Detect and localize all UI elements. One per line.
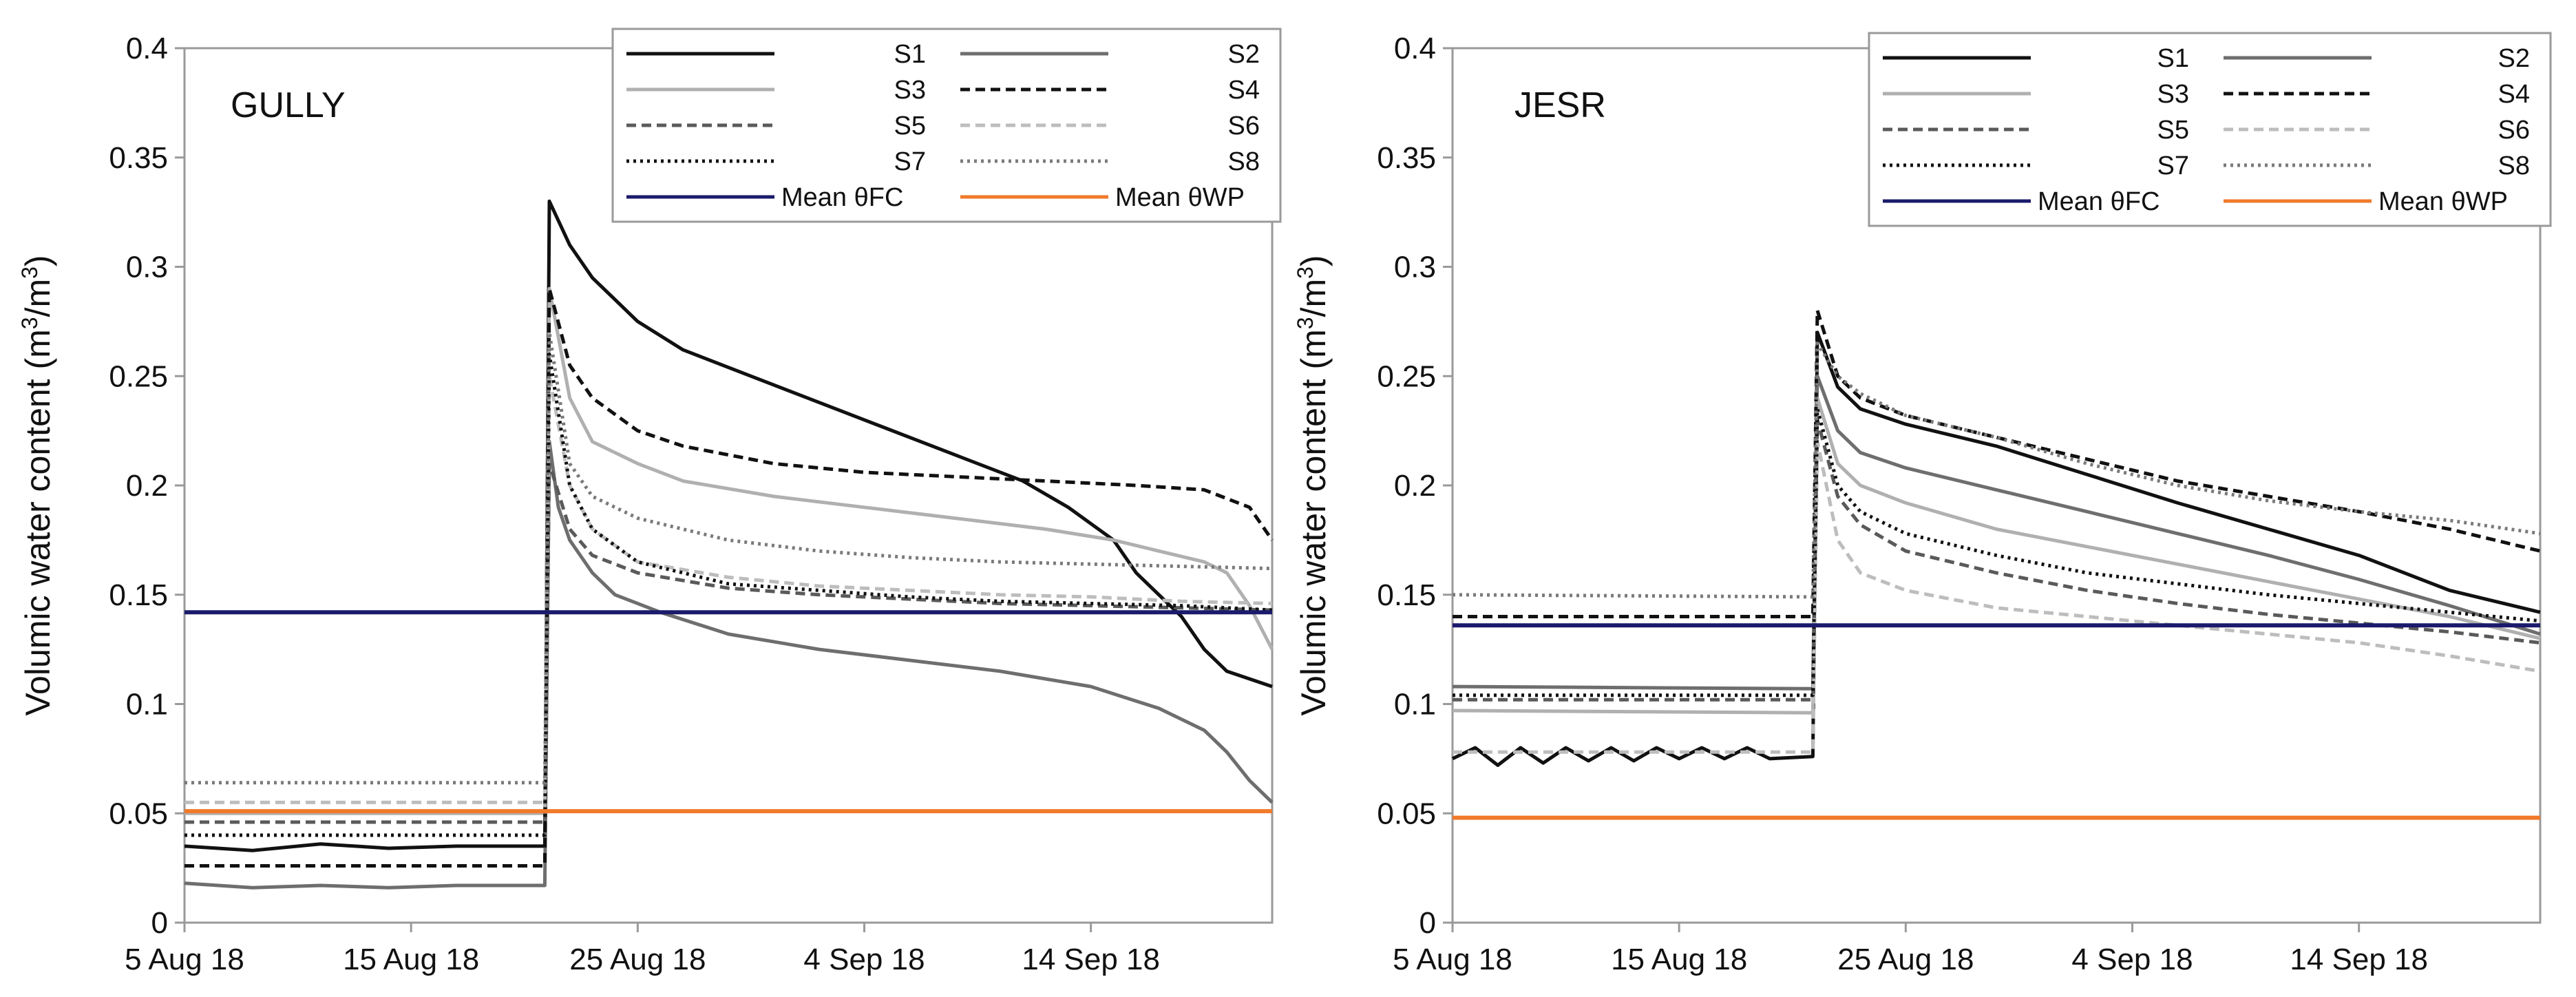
series-line-s1 <box>184 199 1273 852</box>
y-axis-label: Volumic water content (m3/m3) <box>17 255 57 715</box>
legend-label: Mean θFC <box>781 183 903 212</box>
y-tick-label: 0.1 <box>1394 688 1436 722</box>
series-line-s1 <box>1451 330 2541 767</box>
y-tick-label: 0.4 <box>126 32 168 65</box>
y-tick-label: 0.35 <box>1377 141 1436 175</box>
x-tick-label: 5 Aug 18 <box>1393 943 1512 976</box>
legend-label: S3 <box>894 76 926 105</box>
legend-label: S8 <box>1228 147 1260 176</box>
legend-label: S3 <box>2157 80 2189 109</box>
y-tick-label: 0.15 <box>1377 578 1436 612</box>
y-tick-label: 0.25 <box>1377 359 1436 393</box>
x-tick-label: 5 Aug 18 <box>125 943 244 976</box>
legend-label: S4 <box>1228 76 1260 105</box>
x-tick-label: 25 Aug 18 <box>569 943 706 976</box>
legend-label: S5 <box>2157 116 2189 145</box>
x-tick-label: 15 Aug 18 <box>343 943 479 976</box>
legend-label: S6 <box>1228 112 1260 140</box>
y-tick-label: 0.35 <box>109 141 168 175</box>
legend-label: S2 <box>1228 40 1260 69</box>
y-tick-label: 0.3 <box>126 251 168 284</box>
y-tick-label: 0.4 <box>1394 32 1436 65</box>
series-line-s4 <box>1453 308 2541 618</box>
y-tick-label: 0 <box>151 906 168 940</box>
y-tick-label: 0.05 <box>1377 797 1436 830</box>
y-tick-label: 0 <box>1419 906 1436 940</box>
y-tick-label: 0.25 <box>109 359 168 393</box>
y-axis-label: Volumic water content (m3/m3) <box>1293 255 1333 715</box>
legend-label: S1 <box>894 40 926 69</box>
legend-label: S7 <box>894 147 926 176</box>
panel-jesr: 0 0.05 0.1 0.15 0.2 0.25 0.3 0.35 0.4 5 Aug 18 15 … <box>1293 32 2552 976</box>
x-tick-label: 25 Aug 18 <box>1837 943 1974 976</box>
series-line-s2 <box>184 440 1274 890</box>
panel-title: GULLY <box>231 85 346 125</box>
y-tick-label: 0.2 <box>126 469 168 503</box>
series-line-s5 <box>184 461 1273 824</box>
series-line-s7 <box>1453 407 2541 697</box>
series-line-s6 <box>184 374 1273 804</box>
legend-label: S6 <box>2498 116 2530 145</box>
series-line-s8 <box>184 330 1273 785</box>
legend-label: S7 <box>2157 151 2189 180</box>
legend-label: Mean θFC <box>2038 187 2160 216</box>
legend-label: Mean θWP <box>1115 183 1245 212</box>
y-tick-label: 0.05 <box>109 797 168 830</box>
legend-label: S8 <box>2498 151 2530 180</box>
y-tick-label: 0.1 <box>126 688 168 722</box>
x-tick-label: 4 Sep 18 <box>2071 943 2193 976</box>
x-tick-label: 4 Sep 18 <box>803 943 925 976</box>
legend-label: S5 <box>894 112 926 140</box>
panel-title: JESR <box>1514 85 1606 125</box>
y-tick-label: 0.2 <box>1394 469 1436 503</box>
series-line-s8 <box>1452 342 2541 599</box>
legend-label: Mean θWP <box>2378 187 2508 216</box>
legend-label: S1 <box>2157 44 2189 73</box>
x-tick-label: 14 Sep 18 <box>1022 943 1160 976</box>
series-line-s5 <box>1453 418 2541 702</box>
panel-gully: 0 0.05 0.1 0.15 0.2 0.25 0.3 0.35 0.4 5 Aug 18 15 … <box>17 28 1282 976</box>
legend-label: S4 <box>2498 80 2530 109</box>
y-tick-label: 0.15 <box>109 578 168 612</box>
series-line-s4 <box>184 286 1274 868</box>
y-tick-label: 0.3 <box>1394 251 1436 284</box>
series-line-s2 <box>1452 374 2541 691</box>
series-line-s7 <box>184 353 1273 837</box>
x-tick-label: 15 Aug 18 <box>1611 943 1747 976</box>
x-tick-label: 14 Sep 18 <box>2290 943 2428 976</box>
legend-label: S2 <box>2498 44 2530 73</box>
